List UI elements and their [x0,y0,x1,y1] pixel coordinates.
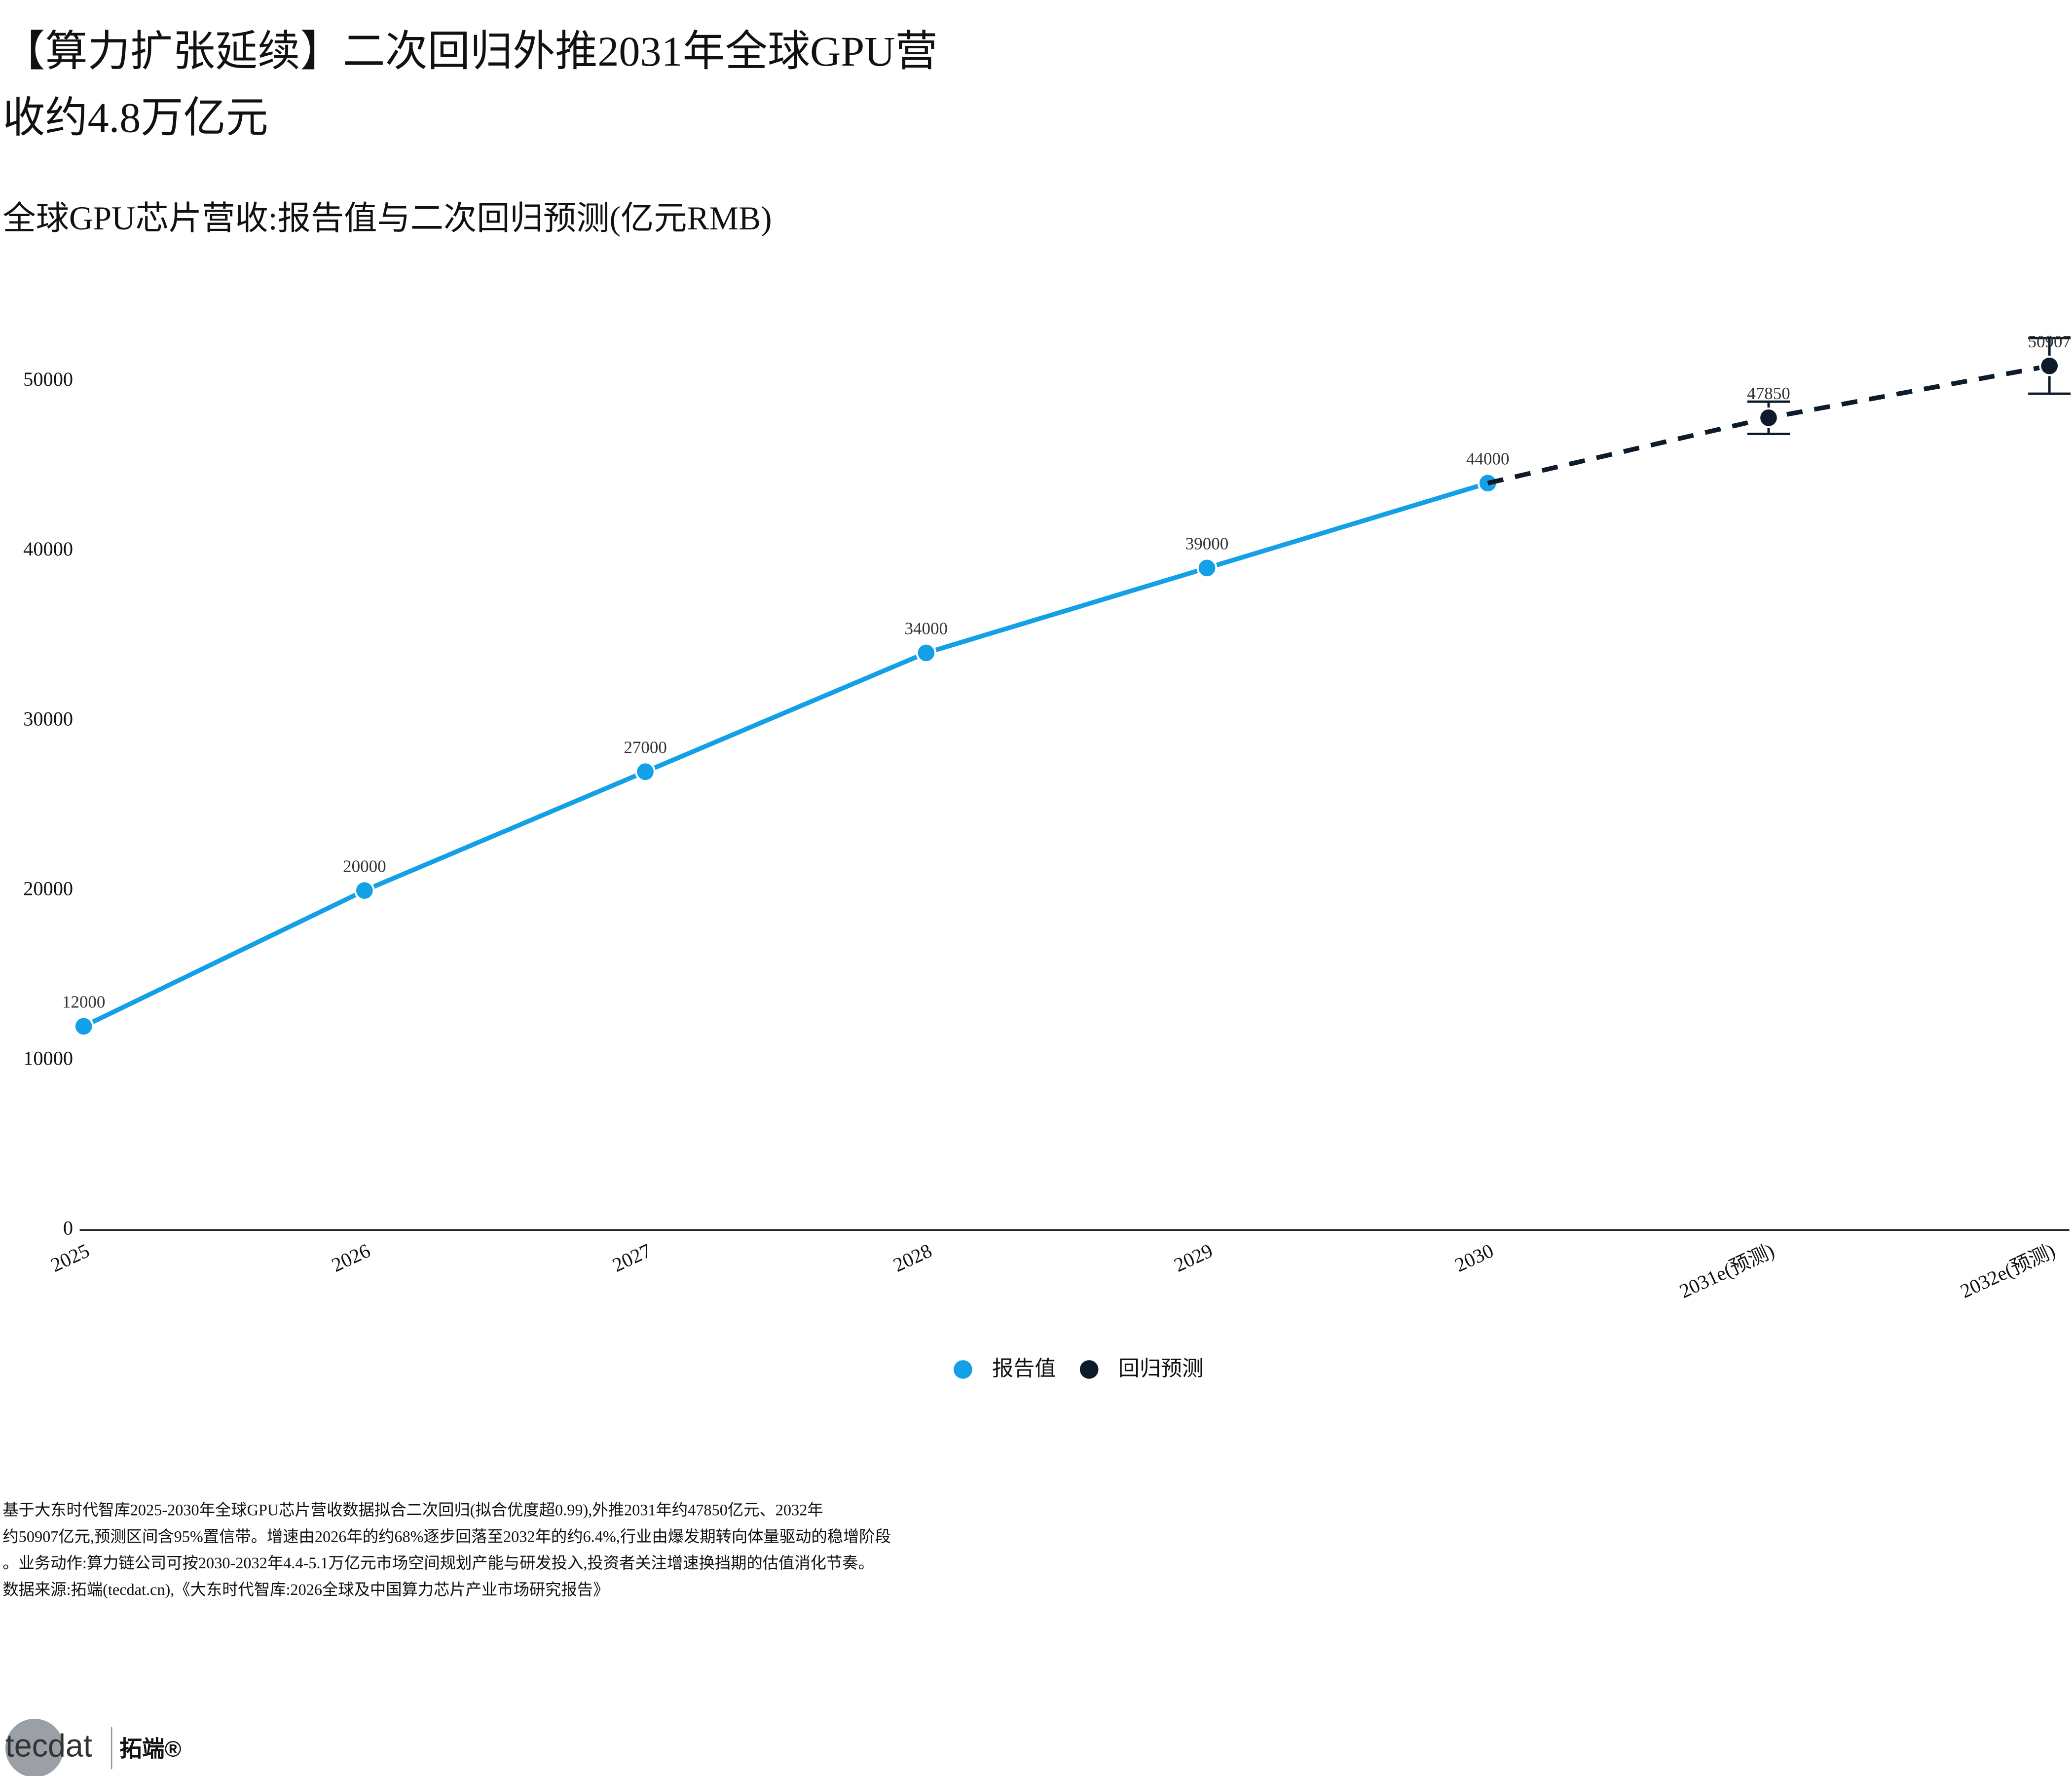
logo-name: 拓端® [119,1737,181,1762]
x-tick-label: 2030 [1451,1239,1497,1276]
y-tick-label: 20000 [23,877,73,899]
point [354,880,375,901]
x-tick-label: 2028 [890,1239,935,1276]
title: 收约4.8万亿元 [2,94,268,142]
logo-mark: tecdat [5,1728,92,1763]
note: 数据来源:拓端(tecdat.cn),《大东时代智库:2026全球及中国算力芯片… [2,1581,609,1598]
x-tick-label: 2032e(预测) [1957,1239,2059,1302]
data-label: 47850 [1747,384,1790,403]
x-tick-label: 2025 [47,1239,93,1276]
data-label: 34000 [905,619,948,638]
point [1196,557,1218,579]
x-tick-label: 2026 [328,1239,373,1276]
y-tick-label: 30000 [23,707,73,730]
data-label: 39000 [1185,534,1229,554]
data-label: 27000 [624,738,667,757]
title: 【算力扩张延续】二次回归外推2031年全球GPU营 [2,28,937,75]
x-tick-label: 2027 [609,1239,654,1276]
legend-label: 报告值 [992,1358,1056,1381]
legend-marker [954,1360,972,1379]
y-tick-label: 10000 [23,1047,73,1069]
x-tick-label: 2031e(预测) [1676,1239,1777,1302]
chart-title: 全球GPU芯片营收:报告值与二次回归预测(亿元RMB) [2,200,772,237]
x-tick-label: 2029 [1171,1239,1216,1276]
data-label: 20000 [343,856,386,876]
data-label: 44000 [1466,449,1510,469]
y-tick-label: 40000 [23,538,73,560]
y-tick-label: 50000 [23,368,73,390]
y-tick-label: 0 [63,1217,73,1239]
point [916,642,937,664]
series-line [82,481,1489,1029]
note: 约50907亿元,预测区间含95%置信带。增速由2026年的约68%逐步回落至2… [2,1527,891,1545]
data-label: 12000 [62,993,106,1012]
point [635,761,656,782]
legend-marker [1079,1360,1099,1379]
logo-badge [5,1719,64,1776]
point [2039,355,2060,376]
point [1758,407,1779,428]
note: 基于大东时代智库2025-2030年全球GPU芯片营收数据拟合二次回归(拟合优度… [2,1501,823,1518]
legend-label: 回归预测 [1118,1358,1203,1381]
point [73,1016,94,1037]
note: 。业务动作:算力链公司可按2030-2032年4.4-5.1万亿元市场空间规划产… [2,1554,874,1572]
data-label: 50907 [2028,332,2071,351]
